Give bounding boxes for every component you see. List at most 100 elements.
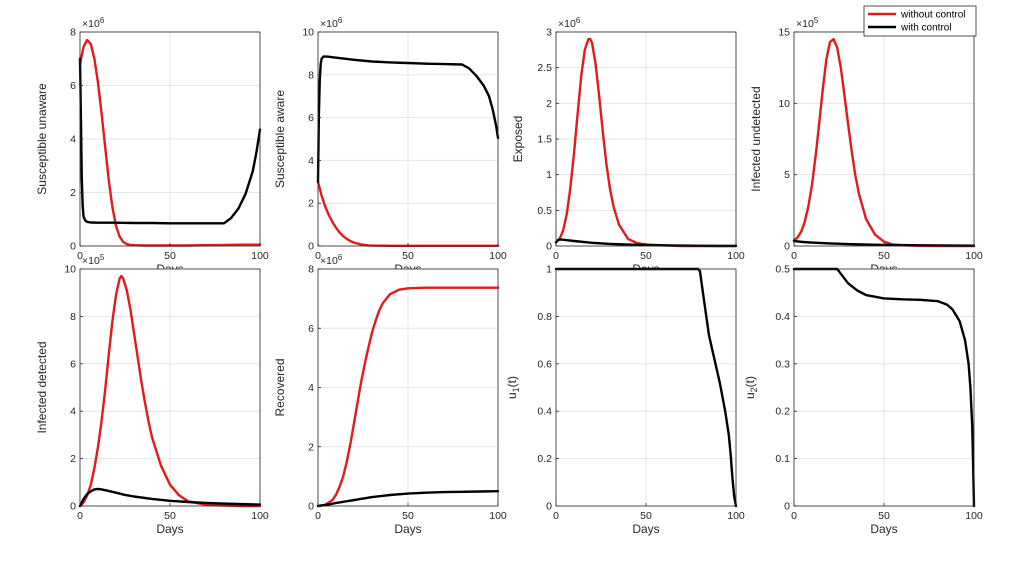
y-tick-label: 0.4 [775,311,790,323]
x-tick-label: 50 [640,250,652,262]
x-axis-label: Days [632,522,659,536]
y-tick-label: 6 [70,80,76,92]
y-tick-label: 2 [308,441,314,453]
subplot-5: 0 50 100 0 2 4 6 8 10 ×105 Days Infected detected [35,253,269,536]
series-line-without-control [78,274,262,508]
y-tick-label: 0.4 [537,406,552,418]
x-tick-label: 100 [489,250,507,262]
x-tick-label: 0 [315,510,321,522]
legend-label: without control [900,10,965,21]
x-tick-label: 0 [791,250,797,262]
x-tick-label: 50 [164,250,176,262]
y-tick-label: 0 [784,241,790,253]
subplot-8: 0 50 100 0 0.1 0.2 0.3 0.4 0.5 Days u2(t) [743,264,983,537]
axis-multiplier: ×106 [320,16,343,30]
y-tick-label: 0 [784,501,790,513]
y-axis-label: Infected undetected [749,86,763,191]
y-axis-label: u1(t) [505,376,521,399]
y-tick-label: 5 [784,169,790,181]
legend-label: with control [900,23,952,34]
x-tick-label: 50 [402,510,414,522]
x-tick-label: 0 [791,510,797,522]
y-tick-label: 8 [308,264,314,276]
y-tick-label: 1.5 [537,134,552,146]
y-tick-label: 8 [70,311,76,323]
y-tick-label: 6 [70,358,76,370]
subplot-6: 0 50 100 0 2 4 6 8 ×106 Days Recovered [273,253,507,536]
legend: without control with control [863,5,977,37]
y-tick-label: 10 [778,98,790,110]
y-tick-label: 2 [546,98,552,110]
x-tick-label: 50 [878,250,890,262]
subplot-7: 0 50 100 0 0.2 0.4 0.6 0.8 1 Days u1(t) [505,264,745,537]
x-tick-label: 100 [965,250,983,262]
y-tick-label: 1 [546,169,552,181]
series-line-with-control [792,239,976,247]
y-tick-label: 6 [308,112,314,124]
series-line-without-control [316,286,500,508]
y-tick-label: 0 [546,501,552,513]
y-tick-label: 0 [70,501,76,513]
axis-multiplier: ×106 [558,16,581,30]
x-tick-label: 100 [727,510,745,522]
y-tick-label: 0 [546,241,552,253]
series-line-with-control [316,55,500,183]
y-tick-label: 10 [302,27,314,39]
x-axis-label: Days [870,522,897,536]
axis-multiplier: ×105 [82,253,105,267]
x-tick-label: 0 [315,250,321,262]
axis-multiplier: ×105 [796,16,819,30]
y-tick-label: 0 [308,241,314,253]
x-tick-label: 50 [164,510,176,522]
axis-multiplier: ×106 [82,16,105,30]
y-axis-label: Infected detected [35,341,49,433]
y-axis-label: Recovered [273,358,287,416]
y-tick-label: 2 [308,198,314,210]
y-tick-label: 2.5 [537,62,552,74]
y-tick-label: 0.2 [775,406,790,418]
x-tick-label: 0 [553,510,559,522]
y-axis-label: Susceptible aware [273,90,287,188]
series-line-with-control [78,487,262,508]
y-tick-label: 2 [70,453,76,465]
x-tick-label: 0 [77,510,83,522]
legend-box [863,5,977,37]
x-tick-label: 100 [489,510,507,522]
y-tick-label: 0 [70,241,76,253]
y-tick-label: 0.3 [775,358,790,370]
y-tick-label: 4 [308,155,314,167]
x-tick-label: 100 [727,250,745,262]
x-tick-label: 50 [402,250,414,262]
x-tick-label: 100 [251,510,269,522]
y-tick-label: 0 [308,501,314,513]
y-tick-label: 10 [64,264,76,276]
series-line-with-control [316,490,500,508]
series-line-with-control [78,57,262,225]
y-axis-label: Susceptible unaware [35,83,49,195]
x-tick-label: 100 [965,510,983,522]
y-tick-label: 4 [308,382,314,394]
y-tick-label: 1 [546,264,552,276]
y-tick-label: 8 [70,27,76,39]
y-tick-label: 0.8 [537,311,552,323]
y-tick-label: 4 [70,406,76,418]
x-axis-label: Days [394,522,421,536]
x-tick-label: 50 [878,510,890,522]
x-tick-label: 0 [553,250,559,262]
y-axis-label: Exposed [511,116,525,163]
y-tick-label: 3 [546,27,552,39]
y-tick-label: 0.5 [775,264,790,276]
x-tick-label: 50 [640,510,652,522]
y-tick-label: 2 [70,187,76,199]
y-tick-label: 0.2 [537,453,552,465]
y-tick-label: 4 [70,134,76,146]
x-tick-label: 100 [251,250,269,262]
y-tick-label: 0.5 [537,205,552,217]
y-axis-label: u2(t) [743,376,759,399]
y-tick-label: 0.1 [775,453,790,465]
